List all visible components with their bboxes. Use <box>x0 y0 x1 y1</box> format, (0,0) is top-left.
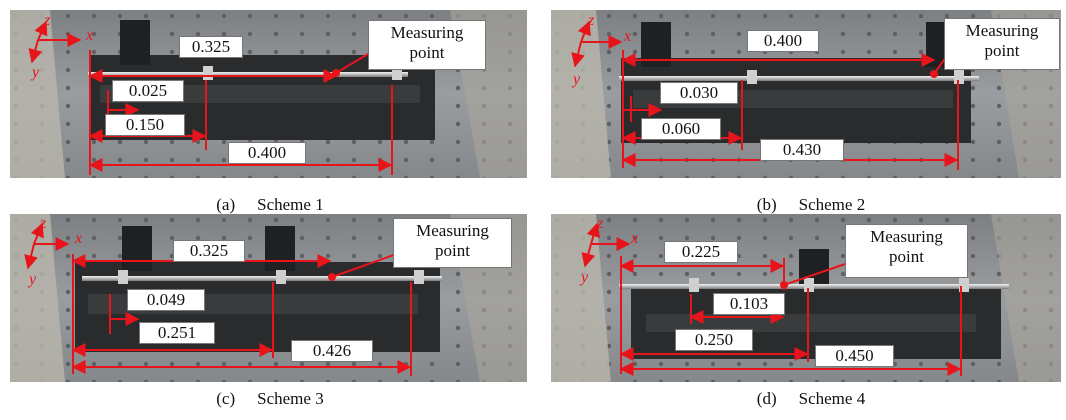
panel-caption: (d) Scheme 4 <box>756 389 866 408</box>
axis-y-label: y <box>29 271 37 288</box>
annotation-overlay <box>581 222 962 376</box>
panel-caption: (a) Scheme 1 <box>216 195 324 214</box>
annotation-overlay <box>24 222 412 376</box>
axis-z-label: z <box>40 215 47 232</box>
panel-b: z x y 0.400 0.030 0.060 0.430 Measuring … <box>551 10 1066 216</box>
annotation-overlay <box>28 20 393 175</box>
rod <box>619 76 979 81</box>
dim-label: 0.060 <box>641 118 721 140</box>
dim-label: 0.250 <box>675 329 753 351</box>
axis-x-label: x <box>624 28 632 45</box>
axis-x-label: x <box>75 230 83 247</box>
dim-label: 0.025 <box>112 80 184 102</box>
dim-label: 0.251 <box>139 322 215 344</box>
axis-z-label: z <box>44 12 51 29</box>
dim-label: 0.325 <box>179 36 243 58</box>
measuring-point-marker <box>780 281 788 289</box>
panel-a: z x y 0.325 0.025 0.150 0.400 Measuring … <box>10 10 530 216</box>
axis-y-label: y <box>32 64 40 81</box>
dim-label: 0.150 <box>105 114 185 136</box>
panel-caption: (c) Scheme 3 <box>216 389 324 408</box>
dim-label: 0.426 <box>291 340 373 362</box>
dim-label: 0.430 <box>760 139 844 161</box>
dim-label: 0.325 <box>173 240 245 262</box>
dim-label: 0.103 <box>713 293 785 315</box>
axis-x-label: x <box>86 27 94 44</box>
dim-label: 0.030 <box>660 82 738 104</box>
panel-caption: (b) Scheme 2 <box>756 195 866 214</box>
measuring-point-label: Measuring point <box>845 224 968 278</box>
axis-y-label: y <box>573 71 581 88</box>
dim-label: 0.450 <box>815 345 894 367</box>
dim-label: 0.400 <box>747 30 819 52</box>
dim-label: 0.049 <box>127 289 205 311</box>
dim-label: 0.400 <box>228 142 306 164</box>
rod <box>82 276 442 281</box>
dim-label: 0.225 <box>664 241 738 263</box>
axis-y-label: y <box>581 269 589 286</box>
axis-z-label: z <box>597 215 604 232</box>
axis-z-label: z <box>588 12 595 29</box>
measuring-point-marker <box>930 70 938 78</box>
measuring-point-label: Measuring point <box>944 18 1060 70</box>
axis-x-label: x <box>631 230 639 247</box>
measuring-point-marker <box>332 69 340 77</box>
measuring-point-label: Measuring point <box>393 218 512 268</box>
measuring-point-marker <box>328 273 336 281</box>
panel-c: z x y 0.325 0.049 0.251 0.426 Measuring … <box>10 214 530 420</box>
panel-d: z x y 0.225 0.103 0.250 0.450 Measuring … <box>551 214 1066 420</box>
measuring-point-label: Measuring point <box>368 20 486 70</box>
